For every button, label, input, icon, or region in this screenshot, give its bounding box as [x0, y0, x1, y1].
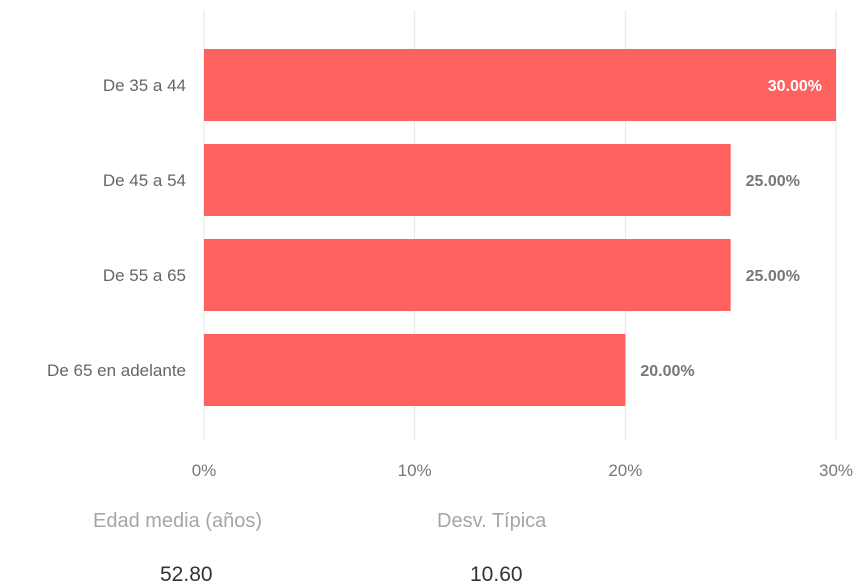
std-dev-title: Desv. Típica — [437, 510, 547, 532]
x-axis-ticks: 0% 10% 20% 30% — [192, 461, 853, 480]
mean-age-title: Edad media (años) — [93, 510, 262, 532]
bar — [204, 144, 731, 216]
bar — [204, 239, 731, 311]
data-label: 25.00% — [746, 173, 800, 190]
x-tick-label: 30% — [819, 461, 853, 480]
std-dev-value: 10.60 — [470, 563, 523, 586]
x-tick-label: 0% — [192, 461, 217, 480]
bar — [204, 49, 836, 121]
data-label: 25.00% — [746, 268, 800, 285]
category-label: De 55 a 65 — [103, 266, 186, 285]
data-label: 30.00% — [768, 78, 822, 95]
mean-age-value: 52.80 — [160, 563, 213, 586]
bars: 30.00% 25.00% 25.00% 20.00% — [204, 49, 836, 406]
category-label: De 45 a 54 — [103, 171, 186, 190]
category-label: De 35 a 44 — [103, 76, 186, 95]
category-labels: De 35 a 44 De 45 a 54 De 55 a 65 De 65 en a… — [47, 76, 186, 380]
bar — [204, 334, 626, 406]
x-tick-label: 20% — [608, 461, 642, 480]
data-label: 20.00% — [640, 363, 694, 380]
x-tick-label: 10% — [398, 461, 432, 480]
age-distribution-chart: 30.00% 25.00% 25.00% 20.00% De 35 a 44 De 45… — [47, 10, 853, 480]
category-label: De 65 en adelante — [47, 361, 186, 380]
